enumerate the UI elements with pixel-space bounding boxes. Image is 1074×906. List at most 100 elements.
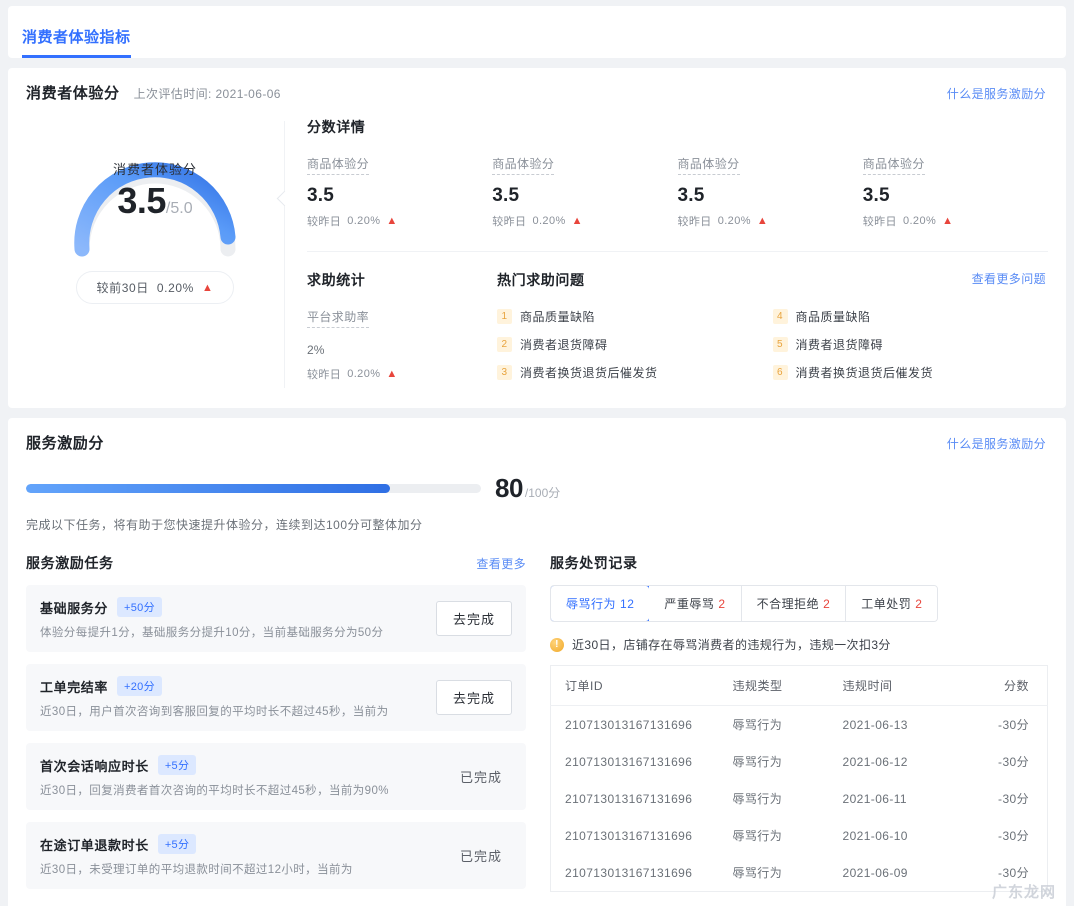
- last-eval-time: 上次评估时间: 2021-06-06: [133, 87, 281, 101]
- task-name: 基础服务分: [40, 600, 109, 616]
- metric-delta: 较昨日 0.20% ▲: [863, 213, 1048, 229]
- task-description: 近30日，用户首次咨询到客服回复的平均时长不超过45秒，当前为: [40, 706, 389, 718]
- penalty-tabs: 辱骂行为 12 严重辱骂 2 不合理拒绝 2 工单处罚 2: [550, 585, 939, 622]
- task-title-row: 在途订单退款时长 +5分: [40, 834, 460, 854]
- penalty-tab-abuse[interactable]: 辱骂行为 12: [551, 586, 651, 621]
- help-rate-value-row: 2%: [307, 338, 497, 360]
- metric-item: 商品体验分 3.5 较昨日 0.20% ▲: [307, 155, 492, 229]
- index-badge: 1: [497, 309, 512, 324]
- progress-bar: [26, 484, 481, 493]
- col-violation-time: 违规时间: [832, 665, 941, 706]
- metric-delta-label: 较昨日: [862, 216, 897, 228]
- trend-up-icon: ▲: [571, 215, 583, 227]
- service-incentive-card: 服务激励分 什么是服务激励分 80/100分 完成以下任务，将有助于您快速提升体…: [8, 418, 1066, 906]
- penalty-tab-count: 12: [620, 597, 635, 611]
- gauge-svg: [74, 162, 236, 257]
- hot-question-item[interactable]: 1 商品质量缺陷: [497, 308, 773, 325]
- metric-delta: 较昨日 0.20% ▲: [492, 213, 677, 229]
- metric-item: 商品体验分 3.5 较昨日 0.20% ▲: [492, 155, 677, 229]
- gauge-center-text: 消费者体验分 3.5/5.0: [62, 159, 248, 222]
- incentive-hint: 完成以下任务，将有助于您快速提升体验分，连续到达100分可整体加分: [26, 518, 423, 532]
- metric-delta-label: 较昨日: [307, 216, 342, 228]
- penalty-tab-count: 2: [915, 597, 923, 611]
- cell-violation-time: 2021-06-13: [842, 717, 908, 732]
- task-name: 工单完结率: [40, 679, 109, 695]
- hot-question-item[interactable]: 6 消费者换货退货后催发货: [772, 364, 1049, 381]
- incentive-title: 服务激励分: [26, 435, 105, 452]
- help-rate-label: 平台求助率: [307, 308, 370, 328]
- hot-question-item[interactable]: 4 商品质量缺陷: [772, 308, 1049, 325]
- penalty-panel: 服务处罚记录 辱骂行为 12 严重辱骂 2 不合理拒绝 2 工单处罚 2: [550, 553, 1048, 906]
- penalty-tab-severe-abuse[interactable]: 严重辱骂 2: [649, 586, 742, 621]
- score-gauge: 消费者体验分 3.5/5.0: [62, 125, 248, 257]
- hot-questions-block: 热门求助问题 查看更多问题 1 商品质量缺陷 2 消费者退货障碍: [497, 270, 1048, 392]
- task-points-badge: +5分: [157, 834, 197, 854]
- metric-delta-value: 0.20%: [532, 215, 566, 227]
- penalty-tab-label: 工单处罚: [861, 597, 912, 611]
- metric-label: 商品体验分: [492, 155, 555, 175]
- penalty-tab-unreasonable-refusal[interactable]: 不合理拒绝 2: [741, 586, 847, 621]
- more-questions-link[interactable]: 查看更多问题: [971, 272, 1046, 286]
- cell-order-id: 210713013167131696: [565, 754, 693, 769]
- cell-violation-time: 2021-06-09: [842, 865, 908, 880]
- index-badge: 6: [772, 365, 788, 380]
- cell-violation-type: 辱骂行为: [732, 792, 783, 806]
- vertical-divider: [284, 121, 285, 388]
- what-is-incentive-link-top[interactable]: 什么是服务激励分: [946, 87, 1046, 101]
- metric-delta: 较昨日 0.20% ▲: [678, 213, 863, 229]
- section-divider: [307, 251, 1048, 252]
- hot-question-item[interactable]: 3 消费者换货退货后催发货: [497, 364, 773, 381]
- penalty-table-head: 订单ID 违规类型 违规时间 分数: [550, 665, 1048, 706]
- penalty-tab-label: 辱骂行为: [566, 597, 617, 611]
- metric-delta-value: 0.20%: [717, 215, 751, 227]
- task-row: 在途订单退款时长 +5分 近30日，未受理订单的平均退款时间不超过12小时，当前…: [26, 822, 526, 889]
- help-rate-unit: %: [313, 343, 325, 357]
- penalty-table-body: 210713013167131696 辱骂行为 2021-06-13 -30分 …: [551, 706, 1048, 892]
- hot-questions-col-left: 1 商品质量缺陷 2 消费者退货障碍 3 消费者换货退货后催发货: [497, 308, 773, 392]
- task-action-button[interactable]: 去完成: [435, 680, 512, 715]
- table-row: 210713013167131696 辱骂行为 2021-06-12 -30分: [551, 743, 1048, 780]
- col-score: 分数: [940, 665, 1048, 706]
- gauge-label: 消费者体验分: [112, 162, 197, 177]
- index-badge: 4: [772, 309, 788, 324]
- penalty-tab-count: 2: [823, 597, 831, 611]
- hot-question-item[interactable]: 5 消费者退货障碍: [772, 336, 1049, 353]
- hot-question-text: 消费者换货退货后催发货: [795, 366, 934, 380]
- incentive-columns: 服务激励任务 查看更多 基础服务分 +50分 体验分每提升1分，基础服务分提升1…: [26, 553, 1048, 906]
- what-is-incentive-link[interactable]: 什么是服务激励分: [946, 437, 1046, 451]
- task-name: 在途订单退款时长: [40, 837, 149, 853]
- metric-delta-value: 0.20%: [347, 215, 381, 227]
- index-badge: 5: [772, 337, 788, 352]
- penalty-tab-ticket-penalty[interactable]: 工单处罚 2: [846, 586, 938, 621]
- task-row: 基础服务分 +50分 体验分每提升1分，基础服务分提升10分，当前基础服务分为5…: [26, 585, 526, 652]
- help-rate-delta: 较昨日 0.20% ▲: [307, 366, 497, 382]
- incentive-progress-row: 80/100分: [26, 473, 1048, 504]
- gauge-delta-label: 较前30日: [96, 281, 149, 295]
- cell-order-id: 210713013167131696: [565, 865, 693, 880]
- penalty-notice: ! 近30日，店铺存在辱骂消费者的违规行为，违规一次扣3分: [550, 636, 1048, 653]
- cell-violation-type: 辱骂行为: [732, 866, 783, 880]
- metric-item: 商品体验分 3.5 较昨日 0.20% ▲: [862, 155, 1048, 229]
- gauge-max: /5.0: [165, 200, 193, 217]
- metric-value: 3.5: [492, 185, 520, 206]
- table-row: 210713013167131696 辱骂行为 2021-06-10 -30分: [551, 817, 1048, 854]
- tab-consumer-experience[interactable]: 消费者体验指标: [22, 26, 131, 58]
- metric-delta-value: 0.20%: [902, 215, 937, 227]
- penalty-table: 订单ID 违规类型 违规时间 分数 210713013167131696 辱骂行…: [550, 665, 1048, 892]
- task-description: 近30日，未受理订单的平均退款时间不超过12小时，当前为: [40, 864, 353, 876]
- task-description: 体验分每提升1分，基础服务分提升10分，当前基础服务分为50分: [40, 627, 384, 639]
- watermark: 广东龙网: [991, 884, 1056, 901]
- task-row: 首次会话响应时长 +5分 近30日，回复消费者首次咨询的平均时长不超过45秒，当…: [26, 743, 526, 810]
- task-points-badge: +20分: [117, 676, 162, 696]
- index-badge: 2: [497, 337, 512, 352]
- task-action-button[interactable]: 去完成: [435, 601, 512, 636]
- table-header-row: 订单ID 违规类型 违规时间 分数: [550, 665, 1048, 706]
- page-title: 消费者体验分: [26, 85, 120, 102]
- tasks-more-link[interactable]: 查看更多: [476, 557, 526, 571]
- hot-question-item[interactable]: 2 消费者退货障碍: [497, 336, 773, 353]
- cell-score: -30分: [998, 755, 1029, 769]
- help-rate-value: 2: [307, 343, 314, 357]
- cell-violation-time: 2021-06-12: [842, 754, 908, 769]
- index-badge: 3: [497, 365, 512, 380]
- warning-icon: !: [550, 637, 564, 652]
